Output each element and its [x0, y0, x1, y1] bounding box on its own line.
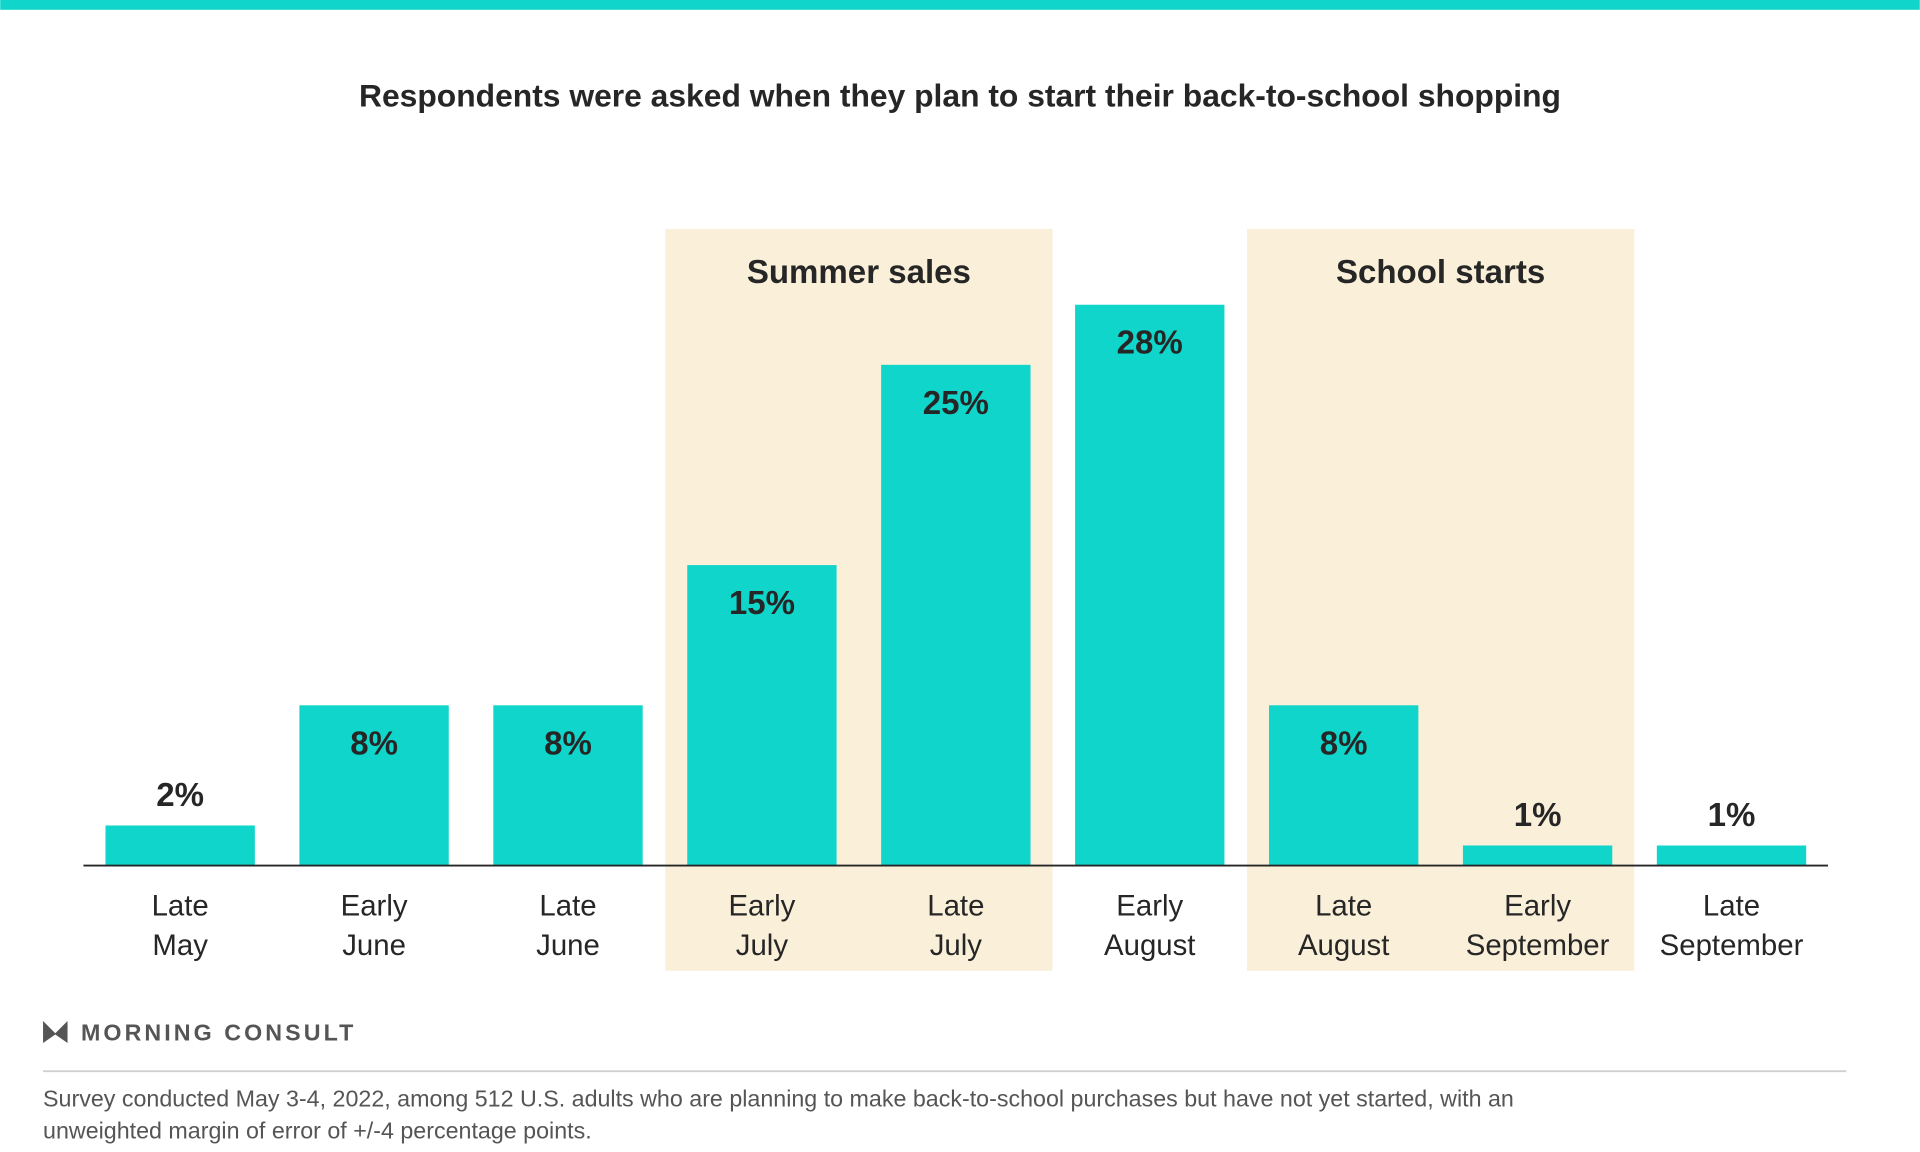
chart-title: Respondents were asked when they plan to… [359, 78, 1561, 114]
data-label: 28% [1117, 325, 1183, 362]
data-label: 15% [729, 585, 795, 622]
morning-consult-m-icon [43, 1021, 68, 1044]
x-tick-label: September [1466, 929, 1610, 962]
bar [1462, 845, 1613, 866]
data-label: 8% [544, 725, 592, 762]
data-label: 1% [1514, 797, 1562, 834]
data-label: 25% [923, 385, 989, 422]
bar [493, 705, 643, 866]
x-tick-label: Early [1116, 890, 1183, 923]
x-tick-label: Late [1315, 890, 1372, 923]
bar [1656, 845, 1807, 866]
logo: MORNING CONSULT [43, 1020, 356, 1046]
x-tick-label: August [1104, 929, 1195, 962]
x-tick-label: July [736, 929, 789, 962]
x-tick-label: Early [1504, 890, 1571, 923]
x-tick-label: August [1298, 929, 1389, 962]
x-tick-label: May [152, 929, 208, 962]
footnote-line-2: unweighted margin of error of +/-4 perce… [43, 1118, 592, 1144]
x-tick-label: Early [341, 890, 408, 923]
band-label: School starts [1336, 254, 1545, 291]
top-accent-bar [0, 0, 1920, 10]
x-tick-label: Late [927, 890, 984, 923]
x-tick-label: Late [539, 890, 596, 923]
x-tick-label: June [536, 929, 600, 962]
data-label: 2% [156, 777, 204, 814]
logo-text: MORNING CONSULT [81, 1020, 356, 1046]
bar [299, 705, 449, 866]
data-label: 8% [1320, 725, 1368, 762]
footnote-line-1: Survey conducted May 3-4, 2022, among 51… [43, 1086, 1514, 1112]
bar [1268, 705, 1419, 866]
x-tick-label: Late [152, 890, 209, 923]
x-tick-label: Late [1703, 890, 1760, 923]
data-label: 8% [350, 725, 398, 762]
x-tick-label: July [930, 929, 983, 962]
band-label: Summer sales [747, 254, 971, 291]
data-label: 1% [1708, 797, 1756, 834]
bar [1075, 304, 1225, 866]
bar [687, 565, 837, 866]
x-tick-label: Early [728, 890, 795, 923]
x-tick-label: September [1660, 929, 1804, 962]
x-tick-label: June [342, 929, 406, 962]
bar [881, 364, 1031, 866]
bar [105, 825, 255, 866]
